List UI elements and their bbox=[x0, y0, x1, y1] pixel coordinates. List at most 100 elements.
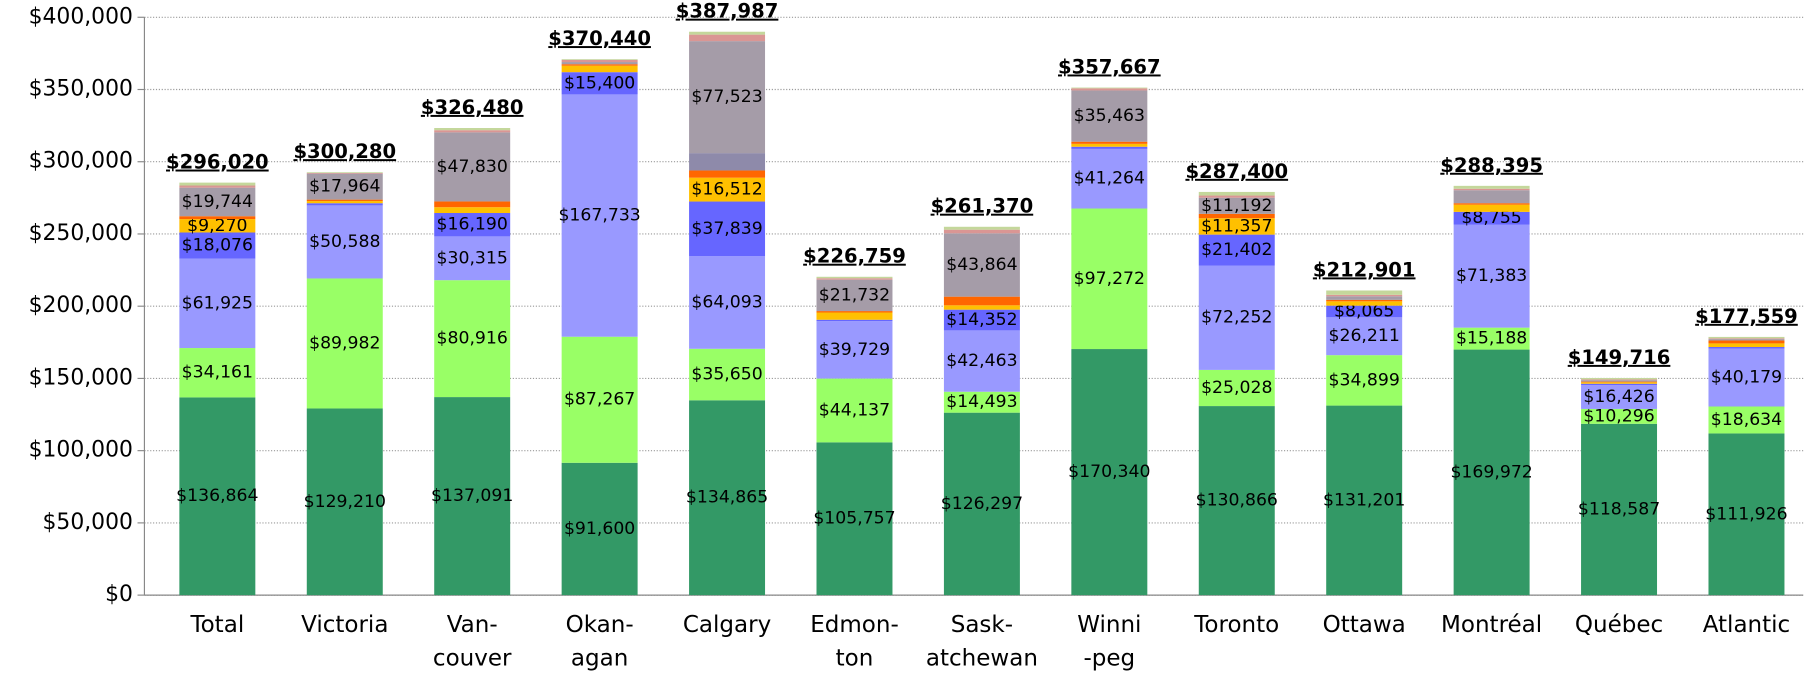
bar-segment bbox=[306, 172, 383, 173]
total-label: $296,020 bbox=[166, 151, 269, 174]
data-label: $111,926 bbox=[1705, 504, 1787, 524]
x-tick-label: Winni -peg bbox=[1077, 612, 1141, 671]
bar-segment bbox=[943, 305, 1020, 310]
bar-segment bbox=[1198, 191, 1275, 196]
bar-segment bbox=[1708, 338, 1785, 340]
bar-segment bbox=[179, 232, 256, 259]
bar-segment bbox=[1198, 234, 1275, 266]
x-tick-label: Toronto bbox=[1193, 612, 1279, 638]
data-label: $8,065 bbox=[1334, 301, 1394, 321]
bar-segment bbox=[1708, 348, 1785, 407]
data-label: $26,211 bbox=[1329, 326, 1400, 346]
bar-segment bbox=[179, 258, 256, 349]
y-tick-label: $0 bbox=[105, 582, 133, 607]
x-tick-label: Ottawa bbox=[1323, 612, 1406, 638]
bar-segment bbox=[1453, 190, 1530, 204]
data-label: $37,839 bbox=[691, 219, 762, 239]
data-label: $19,744 bbox=[182, 192, 253, 212]
data-label: $72,252 bbox=[1201, 308, 1272, 328]
bar-segment bbox=[1326, 299, 1403, 302]
data-label: $126,297 bbox=[941, 494, 1023, 514]
bar-segment bbox=[1198, 406, 1275, 596]
bar-segment bbox=[1453, 327, 1530, 350]
bar-segment bbox=[689, 34, 766, 42]
bar-segment bbox=[434, 212, 511, 237]
y-tick-label: $250,000 bbox=[29, 221, 133, 246]
data-label: $11,357 bbox=[1201, 216, 1272, 236]
x-tick-label-line: Edmon- bbox=[810, 612, 899, 638]
x-tick-label-line: ton bbox=[836, 645, 874, 671]
data-label: $136,864 bbox=[176, 486, 258, 506]
total-label: $326,480 bbox=[421, 96, 524, 119]
data-label: $8,755 bbox=[1461, 208, 1521, 228]
bar-segment bbox=[1453, 224, 1530, 328]
bar-segment bbox=[943, 412, 1020, 596]
bar-segment bbox=[561, 94, 638, 337]
x-tick-label: Edmon-ton bbox=[810, 612, 899, 671]
x-tick-label-line: Sask- bbox=[951, 612, 1013, 638]
bar-segment bbox=[1071, 90, 1148, 142]
bar-segment bbox=[179, 182, 256, 186]
bar-segment bbox=[1198, 195, 1275, 198]
bar-segment bbox=[179, 348, 256, 398]
y-tick-label: $100,000 bbox=[29, 438, 133, 463]
data-label: $15,188 bbox=[1456, 329, 1527, 349]
data-label: $87,267 bbox=[564, 390, 635, 410]
data-label: $77,523 bbox=[691, 87, 762, 107]
data-label: $39,729 bbox=[819, 340, 890, 360]
bar-segment bbox=[1326, 290, 1403, 295]
bar-segment bbox=[1708, 343, 1785, 348]
bar-segment bbox=[179, 216, 256, 220]
bar-segment bbox=[1581, 423, 1658, 596]
bar-segment bbox=[1453, 211, 1530, 225]
data-label: $43,864 bbox=[946, 255, 1017, 275]
bar-segment bbox=[434, 397, 511, 596]
bar-segment bbox=[816, 442, 893, 596]
x-tick-label-line: Atlantic bbox=[1703, 612, 1791, 638]
bar-segment bbox=[689, 153, 766, 171]
y-tick-label: $400,000 bbox=[29, 4, 133, 29]
data-label: $9,270 bbox=[187, 216, 247, 236]
data-label: $137,091 bbox=[431, 486, 513, 506]
bar-segment bbox=[689, 31, 766, 35]
bar-segment bbox=[689, 400, 766, 596]
x-tick-label: Van-couver bbox=[433, 612, 512, 671]
data-label: $21,732 bbox=[819, 285, 890, 305]
data-label: $17,964 bbox=[309, 177, 380, 197]
total-label: $288,395 bbox=[1440, 154, 1543, 177]
data-label: $35,650 bbox=[691, 365, 762, 385]
bar-segment bbox=[816, 311, 893, 313]
total-label: $212,901 bbox=[1313, 258, 1416, 281]
data-label: $118,587 bbox=[1578, 499, 1660, 519]
bar-segment bbox=[434, 201, 511, 208]
data-label: $134,865 bbox=[686, 488, 768, 508]
bar-segment bbox=[1326, 355, 1403, 406]
bar-segment bbox=[689, 177, 766, 202]
bar-segment bbox=[1071, 87, 1148, 89]
bar-segment bbox=[306, 201, 383, 204]
y-tick-label: $150,000 bbox=[29, 365, 133, 390]
bar-segment bbox=[1708, 336, 1785, 339]
bar-segment bbox=[561, 59, 638, 60]
bar-segment bbox=[561, 336, 638, 463]
data-label: $64,093 bbox=[691, 292, 762, 312]
bar-segment bbox=[1071, 148, 1148, 209]
bar-segment bbox=[816, 319, 893, 322]
bar-segment bbox=[1453, 203, 1530, 205]
data-label: $50,588 bbox=[309, 232, 380, 252]
data-label: $34,161 bbox=[182, 363, 253, 383]
bar-segment bbox=[1581, 381, 1658, 383]
bar-segment bbox=[816, 321, 893, 379]
bar-segment bbox=[306, 205, 383, 279]
bar-segment bbox=[1708, 347, 1785, 349]
bar-segment bbox=[561, 62, 638, 65]
data-label: $18,634 bbox=[1711, 410, 1782, 430]
x-tick-label-line: Toronto bbox=[1193, 612, 1279, 638]
bar-segment bbox=[1581, 383, 1658, 386]
bar-segment bbox=[1708, 339, 1785, 341]
bar-segment bbox=[689, 41, 766, 154]
data-label: $167,733 bbox=[558, 206, 640, 226]
bar-segment bbox=[434, 207, 511, 213]
total-label: $387,987 bbox=[676, 0, 779, 23]
x-tick-label-line: Van- bbox=[447, 612, 498, 638]
